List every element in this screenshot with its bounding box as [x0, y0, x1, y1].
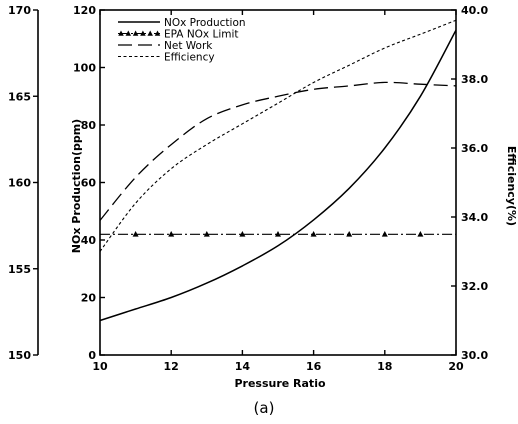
left-tick-label: 40 [81, 234, 97, 247]
x-tick-label: 10 [92, 360, 108, 373]
left-tick-label: 120 [73, 4, 96, 17]
series-marker [168, 231, 175, 237]
left-tick-label: 60 [81, 177, 97, 190]
right-tick-label: 38.0 [461, 73, 488, 86]
right-tick-label: 30.0 [461, 349, 488, 362]
right-tick-label: 32.0 [461, 280, 488, 293]
legend-marker [118, 30, 124, 36]
x-tick-label: 16 [306, 360, 322, 373]
left-tick-label: 20 [81, 292, 97, 305]
outer-left-tick-label: 170 [8, 4, 31, 17]
series-marker [203, 231, 210, 237]
legend-marker [132, 30, 139, 36]
left-tick-label: 100 [73, 62, 96, 75]
series-nox-production [99, 29, 457, 322]
series-layer [99, 19, 457, 322]
outer-left-tick-label: 155 [8, 263, 31, 276]
x-axis-title: Pressure Ratio [234, 377, 326, 390]
right-axis-title: Efficiency(%) [505, 146, 518, 226]
series-line [99, 81, 457, 221]
series-marker [132, 231, 139, 237]
series-marker [275, 231, 281, 237]
legend-marker [147, 30, 153, 36]
series-line [99, 19, 457, 252]
series-marker [381, 231, 388, 237]
legend-label: Efficiency [164, 52, 215, 64]
series-marker [239, 231, 246, 237]
series-line [99, 29, 457, 322]
legend-label: Net Work [164, 40, 213, 52]
legend-label: EPA NOx Limit [164, 29, 239, 41]
series-net-work [99, 81, 457, 221]
legend-label: NOx Production [164, 17, 246, 29]
legend-marker [140, 30, 146, 36]
x-tick-label: 12 [164, 360, 179, 373]
right-tick-label: 34.0 [461, 211, 488, 224]
x-tick-label: 20 [448, 360, 464, 373]
left-tick-label: 0 [88, 349, 96, 362]
right-tick-label: 40.0 [461, 4, 488, 17]
outer-left-tick-label: 160 [8, 177, 31, 190]
legend-marker [125, 30, 132, 36]
legend-marker [154, 30, 161, 36]
x-tick-label: 14 [235, 360, 251, 373]
left-axis-title: NOx Production(ppm) [70, 119, 83, 253]
x-tick-label: 18 [377, 360, 392, 373]
series-marker [310, 231, 317, 237]
axes: 10 12 14 16 18 20 0 20 40 60 80 100 120 150 155 160 165 1… [8, 4, 488, 373]
right-tick-label: 36.0 [461, 142, 488, 155]
left-tick-label: 80 [81, 119, 97, 132]
outer-left-tick-label: 150 [8, 349, 31, 362]
figure-caption: (a) [254, 399, 275, 417]
series-marker [417, 231, 424, 237]
series-epa-nox-limit [100, 231, 456, 237]
series-efficiency [99, 19, 457, 252]
outer-left-tick-label: 165 [8, 90, 31, 103]
series-marker [346, 231, 353, 237]
